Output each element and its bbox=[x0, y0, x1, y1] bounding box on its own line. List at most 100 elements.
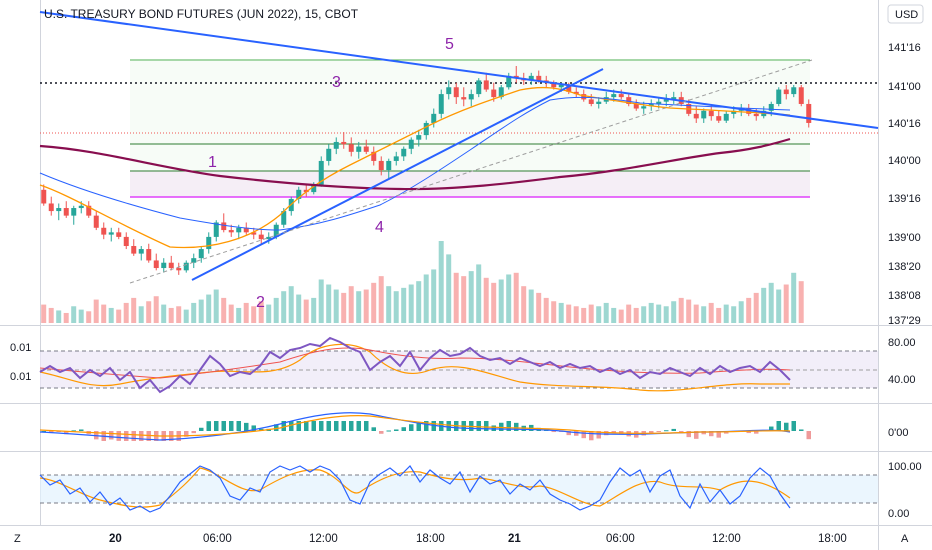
moving-averages bbox=[39, 86, 791, 249]
candle-body bbox=[161, 262, 167, 269]
volume-bar bbox=[423, 274, 429, 323]
oscillator-panel-1: 0.01 0.01 80.00 40.00 bbox=[10, 336, 916, 394]
candle-body bbox=[48, 203, 54, 212]
wave-labels: 1 2 3 4 5 bbox=[208, 36, 454, 311]
volume-bar bbox=[768, 282, 774, 323]
macd-bar bbox=[289, 421, 294, 431]
macd-bar bbox=[784, 422, 789, 431]
macd-bar bbox=[649, 431, 654, 434]
volume-bar bbox=[671, 301, 677, 323]
volume-bar bbox=[723, 304, 729, 323]
macd-bar bbox=[416, 422, 421, 431]
candle-body bbox=[648, 103, 654, 107]
macd-bar bbox=[131, 431, 136, 441]
volume-bar bbox=[401, 287, 407, 323]
volume-bar bbox=[123, 302, 129, 323]
volume-bar bbox=[348, 286, 354, 323]
candle-body bbox=[611, 94, 617, 98]
volume-bar bbox=[513, 272, 519, 323]
volume-bar bbox=[573, 306, 579, 323]
candle-body bbox=[453, 87, 459, 98]
candle-body bbox=[491, 89, 497, 98]
osc1-left-tick: 0.01 bbox=[10, 342, 31, 354]
price-tick: 141'00 bbox=[888, 81, 921, 93]
volume-bar bbox=[656, 304, 662, 323]
price-tick: 138'20 bbox=[888, 261, 921, 273]
macd-bar bbox=[589, 431, 594, 441]
candle-body bbox=[596, 101, 602, 104]
macd-bar bbox=[551, 431, 556, 433]
volume-bar bbox=[333, 289, 339, 323]
macd-bar bbox=[356, 421, 361, 431]
volume-bar bbox=[161, 304, 167, 323]
chart-title: U.S. TREASURY BOND FUTURES (JUN 2022), 1… bbox=[44, 7, 359, 21]
candle-body bbox=[731, 110, 737, 114]
osc1-rsi-line bbox=[39, 336, 791, 394]
macd-bar bbox=[484, 421, 489, 431]
volume-bar bbox=[431, 269, 437, 323]
wave-label-5: 5 bbox=[445, 36, 454, 53]
timezone-button[interactable]: Z bbox=[14, 533, 21, 545]
volume-bar bbox=[611, 307, 617, 323]
volume-bar bbox=[551, 301, 557, 323]
time-axis[interactable]: 20 06:00 12:00 18:00 21 06:00 12:00 18:0… bbox=[109, 533, 847, 545]
candle-body bbox=[56, 208, 62, 212]
candle-body bbox=[393, 156, 399, 161]
volume-bar bbox=[341, 292, 347, 323]
macd-bar bbox=[476, 421, 481, 431]
time-tick: 06:00 bbox=[606, 533, 635, 545]
candle-body bbox=[213, 222, 219, 237]
macd-bar bbox=[371, 427, 376, 431]
volume-bar bbox=[168, 307, 174, 323]
trendlines bbox=[39, 11, 879, 284]
macd-bar bbox=[116, 431, 121, 441]
candle-body bbox=[86, 205, 92, 216]
macd-bar bbox=[259, 428, 264, 431]
macd-bar bbox=[686, 431, 691, 438]
macd-bar bbox=[799, 429, 804, 431]
candle-body bbox=[633, 103, 639, 109]
macd-bar bbox=[724, 431, 729, 434]
volume-bar bbox=[393, 291, 399, 323]
macd-bar bbox=[296, 421, 301, 431]
candle-body bbox=[153, 260, 159, 269]
macd-bar bbox=[319, 421, 324, 431]
macd-bar bbox=[754, 431, 759, 434]
volume-bar bbox=[663, 306, 669, 323]
volume-bar bbox=[386, 286, 392, 323]
volume-bars bbox=[41, 241, 804, 323]
macd-bar bbox=[446, 421, 451, 431]
time-tick: 18:00 bbox=[818, 533, 847, 545]
volume-bar bbox=[626, 304, 632, 323]
candle-body bbox=[588, 99, 594, 104]
candle-body bbox=[108, 232, 114, 235]
auto-scale-button[interactable]: A bbox=[901, 533, 909, 545]
candle-body bbox=[116, 232, 122, 237]
candle-body bbox=[326, 148, 332, 161]
macd-bar bbox=[49, 431, 54, 433]
candle-body bbox=[146, 249, 152, 261]
volume-bar bbox=[281, 291, 287, 323]
macd-bar bbox=[109, 431, 114, 440]
macd-bar bbox=[671, 428, 676, 431]
volume-bar bbox=[221, 297, 227, 323]
volume-bar bbox=[213, 289, 219, 323]
volume-bar bbox=[498, 279, 504, 323]
price-axis[interactable]: 141'16 141'00 140'16 140'00 139'16 139'0… bbox=[888, 42, 921, 327]
macd-bar bbox=[499, 422, 504, 431]
candle-body bbox=[333, 141, 339, 149]
usd-button[interactable]: USD bbox=[887, 4, 924, 24]
volume-bar bbox=[416, 281, 422, 323]
price-tick: 139'00 bbox=[888, 232, 921, 244]
macd-bar bbox=[341, 421, 346, 431]
dashed-trendline bbox=[129, 59, 813, 284]
volume-bar bbox=[191, 302, 197, 323]
candle-body bbox=[221, 222, 227, 231]
candle-body bbox=[131, 246, 137, 254]
candle-body bbox=[311, 184, 317, 193]
upper-trendline bbox=[39, 11, 879, 129]
candle-body bbox=[566, 84, 572, 92]
candle-body bbox=[206, 236, 212, 250]
volume-bar bbox=[243, 302, 249, 323]
